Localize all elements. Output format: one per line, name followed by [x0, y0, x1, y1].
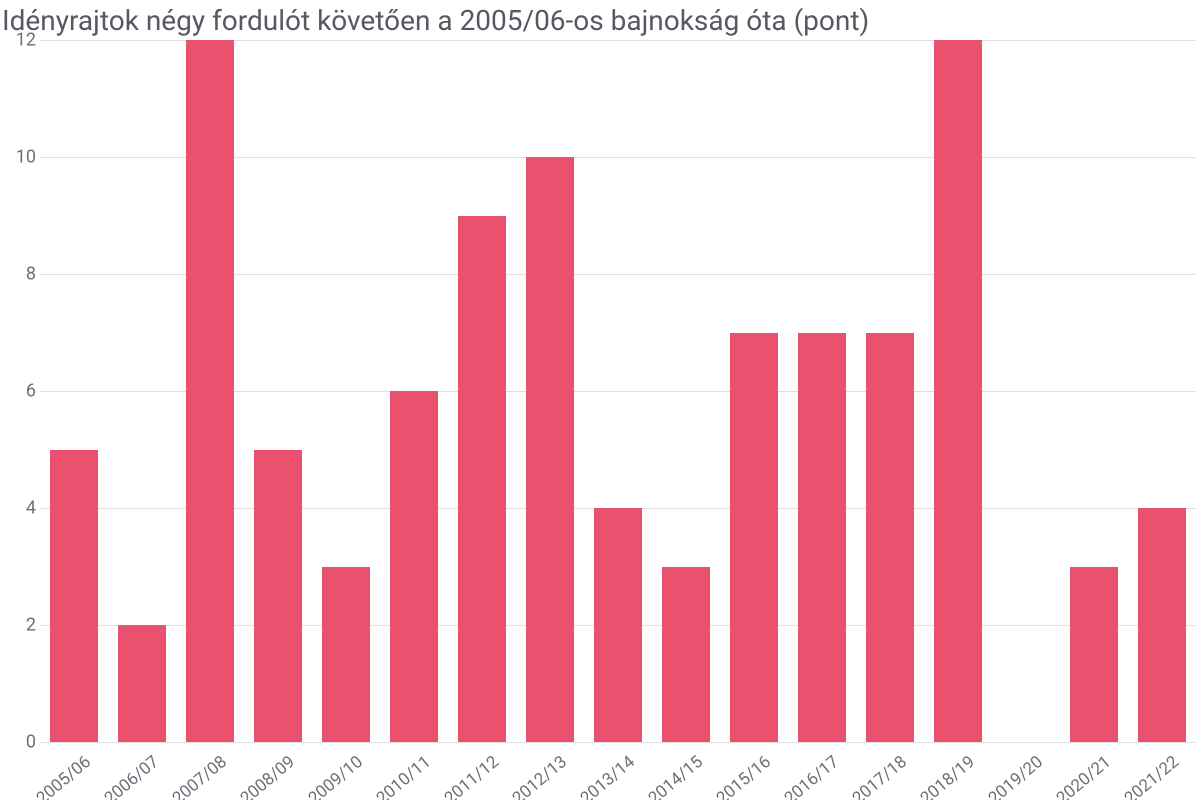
gridline	[40, 742, 1196, 743]
bar	[1138, 508, 1187, 742]
x-tick-label: 2019/20	[985, 752, 1047, 800]
bar	[322, 567, 371, 743]
bar	[186, 40, 235, 742]
y-tick-label: 0	[2, 732, 36, 753]
x-tick-label: 2016/17	[781, 752, 843, 800]
bar	[118, 625, 167, 742]
bar	[934, 40, 983, 742]
bar	[254, 450, 303, 743]
bar	[730, 333, 779, 743]
x-tick-label: 2007/08	[169, 752, 231, 800]
bar	[1070, 567, 1119, 743]
chart-title: Idényrajtok négy fordulót követően a 200…	[0, 0, 1200, 38]
x-tick-label: 2010/11	[373, 752, 435, 800]
x-tick-label: 2011/12	[441, 752, 503, 800]
bar	[526, 157, 575, 742]
bar	[798, 333, 847, 743]
bar	[390, 391, 439, 742]
x-tick-label: 2013/14	[577, 752, 639, 800]
y-tick-label: 10	[2, 147, 36, 168]
x-tick-label: 2014/15	[645, 752, 707, 800]
y-tick-label: 8	[2, 264, 36, 285]
y-tick-label: 4	[2, 498, 36, 519]
y-tick-label: 12	[2, 30, 36, 51]
bar	[866, 333, 915, 743]
x-tick-label: 2018/19	[917, 752, 979, 800]
plot-area: 024681012	[40, 40, 1196, 742]
bar	[50, 450, 99, 743]
bar	[662, 567, 711, 743]
x-tick-label: 2006/07	[101, 752, 163, 800]
bar	[458, 216, 507, 743]
chart-root: Idényrajtok négy fordulót követően a 200…	[0, 0, 1200, 800]
y-tick-label: 6	[2, 381, 36, 402]
x-tick-label: 2009/10	[305, 752, 367, 800]
bar	[594, 508, 643, 742]
x-tick-label: 2021/22	[1121, 752, 1183, 800]
x-tick-label: 2017/18	[849, 752, 911, 800]
x-tick-label: 2015/16	[713, 752, 775, 800]
x-tick-label: 2020/21	[1053, 752, 1115, 800]
x-tick-label: 2008/09	[237, 752, 299, 800]
x-tick-label: 2012/13	[509, 752, 571, 800]
y-tick-label: 2	[2, 615, 36, 636]
x-tick-label: 2005/06	[33, 752, 95, 800]
